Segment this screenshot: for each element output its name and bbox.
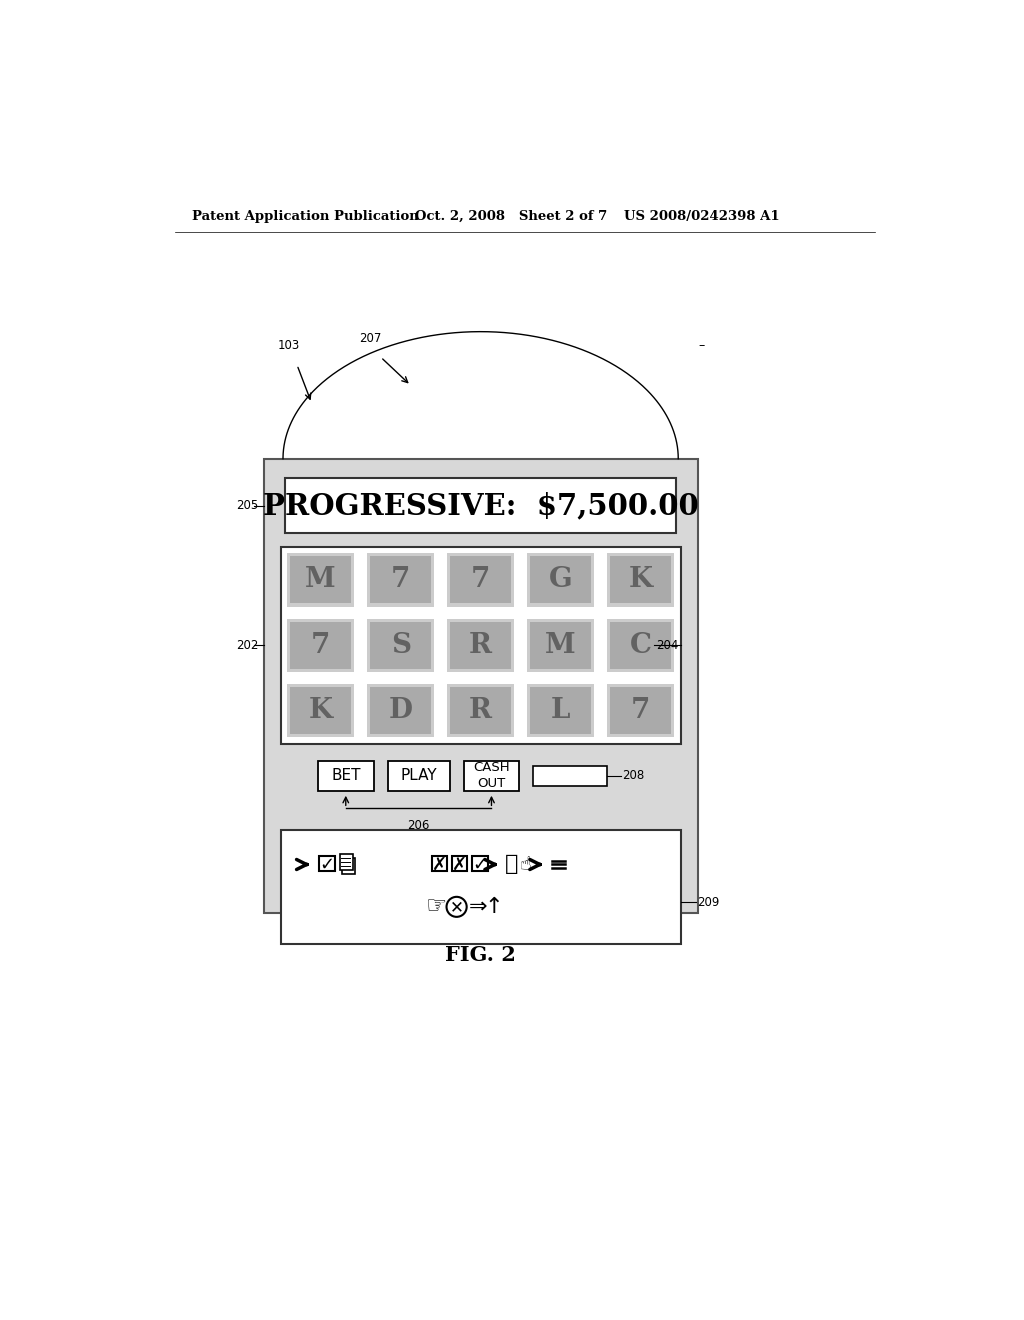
Text: C: C — [630, 632, 651, 659]
Text: PROGRESSIVE:  $7,500.00: PROGRESSIVE: $7,500.00 — [263, 491, 698, 520]
Text: –: – — [698, 339, 705, 352]
Bar — [290, 622, 351, 669]
Bar — [287, 619, 354, 672]
Bar — [367, 619, 434, 672]
Text: ✗: ✗ — [432, 855, 447, 874]
Bar — [281, 830, 681, 944]
Text: ☞: ☞ — [426, 895, 447, 919]
Text: M: M — [305, 566, 336, 594]
Text: 208: 208 — [623, 770, 645, 783]
Text: ↑: ↑ — [484, 896, 503, 917]
Text: 202: 202 — [237, 639, 259, 652]
Bar — [340, 854, 352, 870]
Text: Patent Application Publication: Patent Application Publication — [191, 210, 418, 223]
Bar — [452, 855, 467, 871]
Text: PLAY: PLAY — [400, 768, 437, 784]
Text: 209: 209 — [697, 896, 720, 908]
Bar — [367, 684, 434, 738]
Bar — [610, 688, 672, 734]
Text: 7: 7 — [471, 566, 490, 594]
Bar — [610, 622, 672, 669]
Bar — [281, 548, 681, 743]
Text: CASH
OUT: CASH OUT — [473, 762, 510, 791]
Bar — [317, 760, 374, 791]
Bar — [432, 855, 447, 871]
Text: D: D — [389, 697, 413, 725]
Bar — [610, 557, 672, 603]
Bar — [446, 553, 514, 607]
Bar — [287, 553, 354, 607]
Text: K: K — [308, 697, 333, 725]
Text: 207: 207 — [359, 331, 381, 345]
Bar — [472, 855, 487, 871]
Bar — [529, 622, 591, 669]
Bar — [290, 688, 351, 734]
Bar — [534, 766, 607, 785]
Bar — [286, 478, 676, 533]
Text: 206: 206 — [408, 818, 430, 832]
Bar — [450, 688, 511, 734]
Bar — [607, 553, 675, 607]
Text: ✋: ✋ — [505, 854, 518, 874]
Bar — [342, 858, 355, 874]
Text: K: K — [629, 566, 652, 594]
Bar — [370, 622, 431, 669]
Text: 204: 204 — [656, 639, 679, 652]
Bar — [446, 684, 514, 738]
Text: S: S — [390, 632, 411, 659]
Bar — [446, 619, 514, 672]
Text: ✗: ✗ — [453, 855, 467, 874]
Text: 7: 7 — [391, 566, 411, 594]
Bar — [370, 557, 431, 603]
Text: ✓: ✓ — [319, 855, 335, 874]
Text: 103: 103 — [278, 339, 300, 351]
Text: G: G — [549, 566, 572, 594]
Text: L: L — [551, 697, 570, 725]
Text: 7: 7 — [311, 632, 331, 659]
Text: FIG. 2: FIG. 2 — [445, 945, 516, 965]
Bar — [464, 760, 519, 791]
Text: ☝: ☝ — [519, 855, 531, 874]
Bar — [526, 684, 594, 738]
Text: ✓: ✓ — [472, 855, 487, 874]
Bar — [450, 622, 511, 669]
Bar — [388, 760, 450, 791]
Bar — [529, 688, 591, 734]
Text: 205: 205 — [237, 499, 259, 512]
Bar — [607, 684, 675, 738]
Bar — [370, 688, 431, 734]
Text: BET: BET — [331, 768, 360, 784]
Bar — [607, 619, 675, 672]
Bar — [367, 553, 434, 607]
Text: ✕: ✕ — [450, 898, 464, 916]
Bar — [290, 557, 351, 603]
FancyBboxPatch shape — [263, 459, 697, 913]
Text: Oct. 2, 2008   Sheet 2 of 7: Oct. 2, 2008 Sheet 2 of 7 — [415, 210, 607, 223]
Text: US 2008/0242398 A1: US 2008/0242398 A1 — [624, 210, 779, 223]
Text: 7: 7 — [631, 697, 650, 725]
Bar — [287, 684, 354, 738]
Bar — [319, 855, 335, 871]
Text: ⇒: ⇒ — [469, 896, 487, 917]
Text: R: R — [469, 697, 493, 725]
Text: M: M — [546, 632, 575, 659]
Bar — [526, 553, 594, 607]
Text: R: R — [469, 632, 493, 659]
Bar — [450, 557, 511, 603]
Bar — [529, 557, 591, 603]
Bar — [526, 619, 594, 672]
